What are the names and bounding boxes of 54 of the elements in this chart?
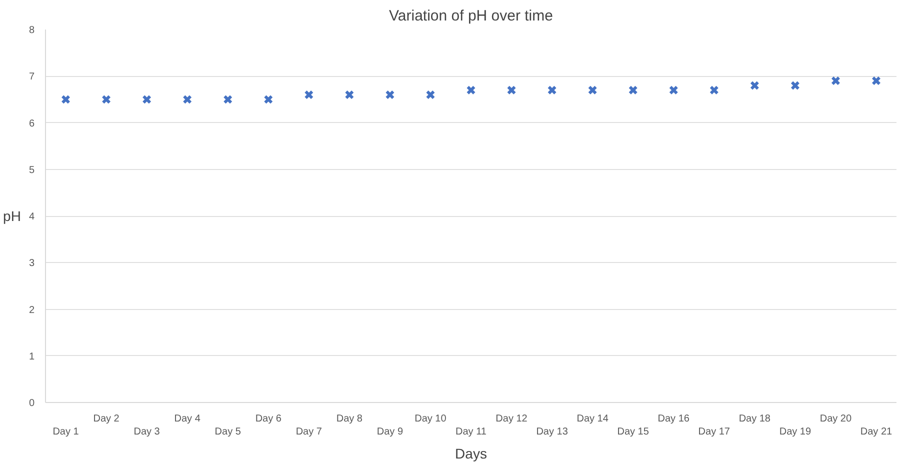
- point: [102, 94, 111, 104]
- x-tick-label: Day 2: [93, 414, 120, 424]
- x-tick-label: Day 17: [698, 426, 730, 438]
- y-tick-label: 7: [28, 72, 35, 83]
- chart-title: Variation of pH over time: [389, 8, 553, 24]
- x-tick-label: Day 7: [296, 426, 322, 438]
- x-tick-label: Day 19: [779, 426, 812, 438]
- point: [709, 85, 719, 95]
- x-tick-label: Day 11: [456, 426, 487, 438]
- y-axis-title: pH: [3, 208, 21, 224]
- point: [385, 90, 395, 100]
- x-tick-label: Day 15: [617, 426, 650, 438]
- point: [547, 85, 557, 95]
- point: [750, 80, 760, 90]
- point: [831, 76, 840, 86]
- x-tick-label: Day 1: [52, 426, 80, 438]
- y-tick-label: 6: [28, 118, 35, 130]
- x-tick-label: Day 13: [536, 426, 568, 438]
- point: [466, 85, 476, 95]
- x-tick-label: Day 6: [255, 414, 282, 424]
- point: [61, 94, 70, 104]
- x-tick-label: Day 4: [174, 414, 201, 424]
- point: [304, 90, 314, 100]
- x-tick-label: Day 14: [576, 414, 609, 424]
- x-tick-label: Day 8: [336, 414, 363, 424]
- point: [872, 76, 881, 86]
- y-tick-label: 1: [28, 351, 35, 362]
- point: [506, 85, 516, 95]
- x-tick-label: Day 21: [860, 426, 893, 438]
- y-tick-label: 2: [28, 304, 35, 316]
- point: [223, 94, 233, 104]
- point: [628, 85, 638, 95]
- x-tick-label: Day 20: [820, 414, 852, 424]
- point: [426, 90, 436, 100]
- y-tick-label: 5: [28, 164, 35, 176]
- x-tick-label: Day 5: [214, 426, 242, 438]
- point: [142, 94, 152, 104]
- x-tick-label: Day 9: [376, 426, 404, 438]
- x-axis-title: Days: [455, 446, 487, 462]
- x-tick-label: Day 10: [414, 414, 447, 424]
- y-tick-label: 8: [28, 25, 35, 36]
- point: [264, 94, 274, 104]
- y-tick-label: 0: [28, 398, 35, 409]
- x-tick-label: Day 16: [658, 414, 690, 424]
- y-tick-label: 4: [28, 212, 35, 222]
- point: [344, 90, 354, 100]
- point: [790, 80, 800, 90]
- x-tick-label: Day 18: [738, 414, 771, 424]
- x-tick-label: Day 3: [134, 426, 160, 438]
- point: [588, 85, 598, 95]
- point: [182, 94, 192, 104]
- x-tick-label: Day 12: [496, 414, 528, 424]
- y-tick-label: 3: [28, 258, 35, 270]
- point: [668, 85, 678, 95]
